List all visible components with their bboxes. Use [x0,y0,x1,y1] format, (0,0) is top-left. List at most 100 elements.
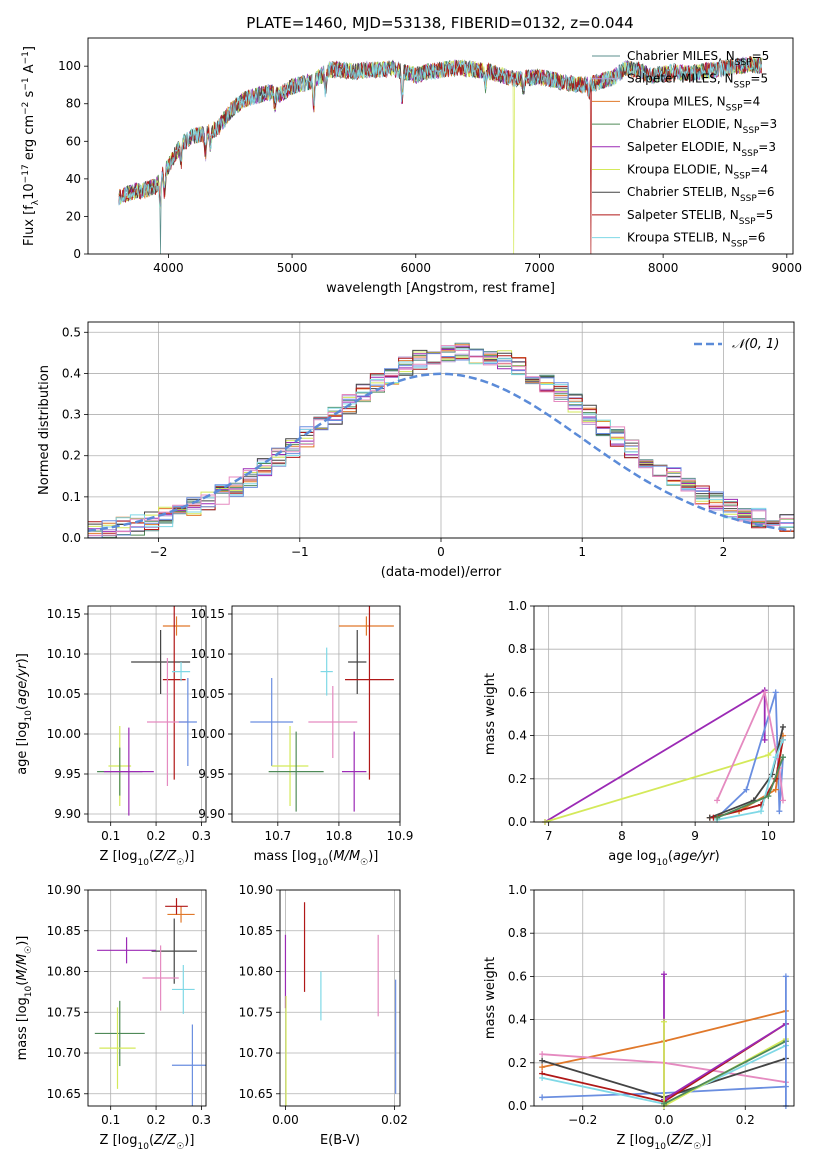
y-tick-label: 60 [66,134,81,148]
x-tick-label: 10.9 [387,829,414,843]
y-tick-label: 80 [66,97,81,111]
panel-weight-vs-Z: −0.2 0.0 0.2 0.0 0.2 0.4 0.6 0.8 1.0 Z [log10(Z/Z… [483,883,795,1152]
x-tick-label: 0.2 [147,1113,166,1127]
x-axis-label-part: ( [666,1133,671,1148]
y-tick-label: 100 [58,59,81,73]
y-tick-label: 0.1 [62,490,81,504]
x-tick-label: 0.3 [192,1113,211,1127]
x-axis-label-part: (data-model)/error [381,565,502,580]
x-axis-label-part: ) [715,849,720,864]
x-axis-label-part: ( [668,849,673,864]
y-tick-label: 10.65 [47,1087,81,1101]
x-tick-label: 10 [761,829,776,843]
y-tick-label: 10.15 [47,607,81,621]
x-tick-label: 5000 [277,261,308,275]
x-axis-label-part: ( [149,849,154,864]
y-tick-label: 0.8 [508,926,527,940]
y-tick-label: 10.15 [191,607,225,621]
y-axis-label-part: ( [15,705,30,710]
y-axis-label-part: mass weight [483,673,498,755]
y-axis-label-part: −2 [21,102,31,115]
x-tick-label: 0.2 [736,1113,755,1127]
legend-label-sub: SSP [731,240,748,250]
y-tick-label: 10.90 [47,883,81,897]
y-tick-label: 10.80 [47,965,81,979]
legend-label-sub: SSP [741,149,758,159]
y-axis-label-part: Flux [f [22,205,37,246]
panel-spectrum: 4000 5000 6000 7000 8000 9000 0 20 40 60 80 100 wave… [21,37,802,296]
y-axis-label-part: ] [22,46,37,51]
x-axis-label: Z [log10(Z/Z☉)] [100,1133,195,1152]
y-axis-label: mass weight [483,673,498,755]
y-tick-label: 9.90 [198,807,225,821]
y-axis-label: age [log10(age/yr)] [15,653,34,775]
spectrum-line [118,56,762,254]
legend-label: Kroupa STELIB, NSSP=6 [627,231,765,250]
legend-label-text: Salpeter STELIB, N [627,208,739,222]
y-tick-label: 1.0 [508,599,527,613]
x-axis-label-part: ☉ [693,1142,701,1152]
y-tick-label: 10.00 [191,727,225,741]
x-axis-label-part: Z/Z [670,1133,694,1148]
x-axis-label-part: Z [log [100,849,138,864]
x-tick-label: 8 [618,829,626,843]
y-axis-label-part: ( [15,981,30,986]
y-tick-label: 10.85 [47,924,81,938]
x-tick-label: 0.2 [147,829,166,843]
y-axis-label-part: M/M [15,954,30,981]
y-axis-label: mass weight [483,957,498,1039]
legend-label-tail: =6 [748,231,766,245]
y-tick-label: 10.05 [191,687,225,701]
spectrum-line [118,57,762,208]
x-tick-label: 0.1 [101,1113,120,1127]
y-axis-label-part: )] [15,936,30,946]
legend-label-sub: SSP [739,217,756,227]
legend-label-tail: =5 [756,208,774,222]
x-axis-label-part: wavelength [Angstrom, rest frame] [326,281,555,296]
x-axis-label-part: 10 [137,1142,149,1152]
y-axis-label-part: erg cm [22,115,37,164]
y-axis-label-part: 10 [24,710,34,722]
y-tick-label: 20 [66,209,81,223]
panel-age-vs-Z: 0.1 0.2 0.3 9.90 9.95 10.00 10.05 10.10 10.15 Z [… [15,605,211,868]
y-tick-label: 10.75 [239,1005,273,1019]
x-tick-label: 4000 [153,261,184,275]
legend-label: Salpeter STELIB, NSSP=5 [627,208,773,227]
x-tick-label: 0.1 [101,829,120,843]
y-axis-label: mass [log10(M/M☉)] [15,936,34,1061]
y-tick-label: 9.90 [54,807,81,821]
y-tick-label: 0.6 [508,685,527,699]
y-axis-label-part: 10 [24,985,34,997]
y-tick-label: 0.0 [62,531,81,545]
legend-label-tail: =4 [750,163,768,177]
legend-label-sub: SSP [743,126,760,136]
x-axis-label-part: 10 [137,858,149,868]
x-axis-label: (data-model)/error [381,565,502,580]
x-axis-label-part: E(B-V) [320,1133,360,1148]
y-tick-label: 40 [66,172,81,186]
axes-frame [279,889,401,1107]
axes-frame [87,889,207,1107]
panel-mass-vs-Z: 0.1 0.2 0.3 10.65 10.70 10.75 10.80 10.85 10.90 Z… [15,883,211,1152]
panel-residuals: −2 −1 0 1 2 0.0 0.1 0.2 0.3 0.4 0.5 (data-model)/er… [37,321,795,580]
weight-line [716,692,784,819]
y-tick-label: 0.3 [62,408,81,422]
x-tick-label: 0 [437,545,445,559]
x-tick-label: 10.7 [264,829,291,843]
y-axis-label-part: −17 [21,164,31,183]
y-tick-label: 9.95 [54,767,81,781]
legend-label-sub: SSP [740,194,757,204]
panel-mass-vs-EBV: 0.00 0.02 10.65 10.70 10.75 10.80 10.85 10.90 E(… [239,883,408,1148]
axes-frame [87,321,795,539]
legend-label-tail: =4 [743,94,761,108]
y-tick-label: 10.75 [47,1005,81,1019]
x-axis-label-part: ☉ [176,858,184,868]
y-tick-label: 9.95 [198,767,225,781]
y-axis-label-part: age [log [15,722,30,775]
legend-label: Chabrier STELIB, NSSP=6 [627,185,775,204]
y-axis-label-part: )] [15,653,30,663]
axes-frame [87,37,794,255]
legend-label: Kroupa ELODIE, NSSP=4 [627,163,768,182]
